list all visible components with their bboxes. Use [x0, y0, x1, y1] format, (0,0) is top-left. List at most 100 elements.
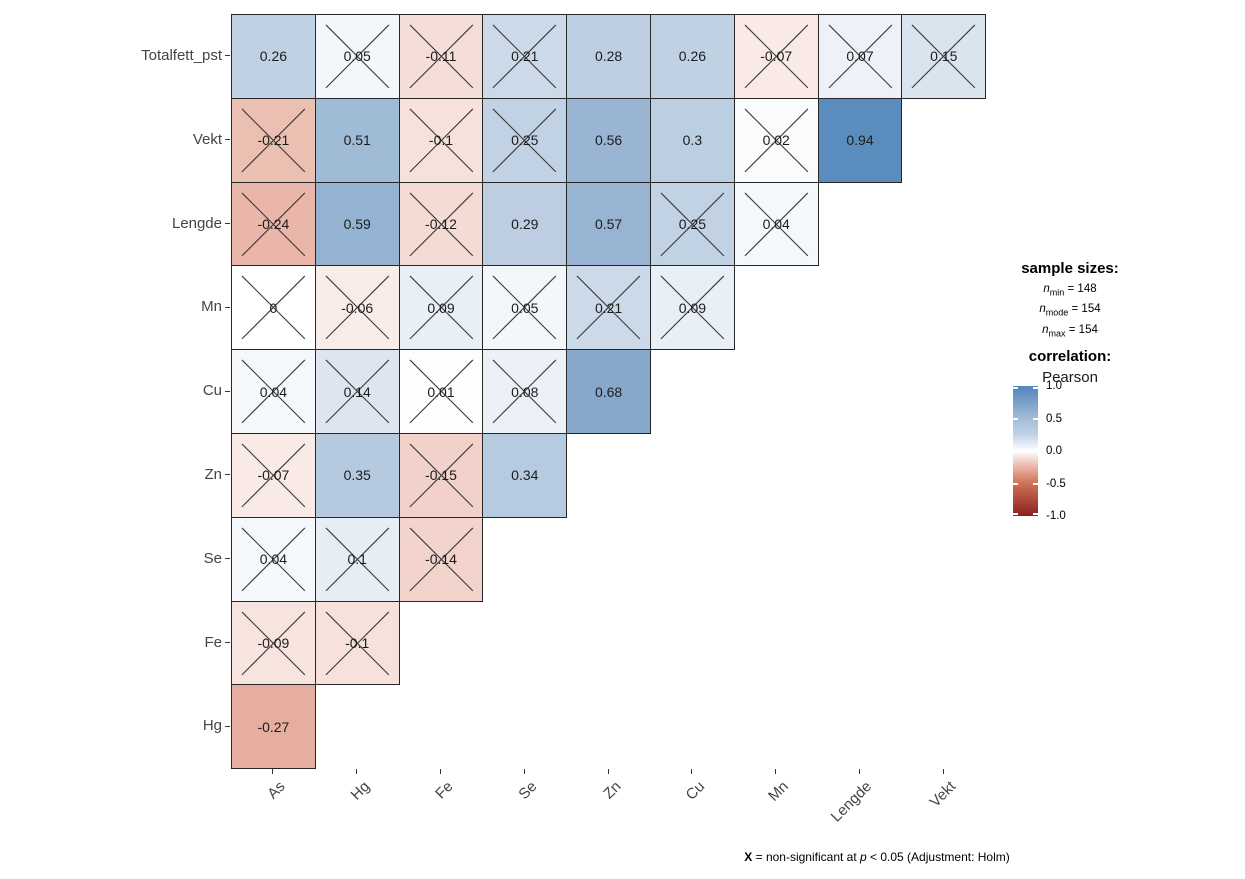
- matrix-cell: 0.57: [566, 181, 651, 267]
- nonsignificant-x-icon: [400, 15, 483, 98]
- x-axis-tick: [440, 769, 441, 775]
- y-axis-label: Zn: [204, 465, 222, 483]
- matrix-cell: -0.15: [398, 433, 484, 518]
- cell-value: -0.15: [425, 467, 457, 484]
- matrix-cell: 0.04: [231, 516, 316, 602]
- cell-value: 0.26: [259, 48, 288, 65]
- cell-value: 0.26: [678, 48, 707, 65]
- cell-value: 0.56: [594, 132, 623, 149]
- nonsignificant-x-icon: [735, 183, 818, 266]
- colorbar-tick-label: 0.5: [1046, 412, 1062, 425]
- cell-value: -0.21: [257, 132, 290, 149]
- x-axis-tick: [607, 769, 609, 775]
- y-axis-label: Totalfett_pst: [141, 46, 222, 64]
- colorbar-tick-mark: [1013, 387, 1018, 389]
- y-axis-tick: [225, 474, 230, 476]
- legend-sample-size-entry: nmax = 154: [1042, 323, 1098, 338]
- matrix-cell: 0.04: [231, 349, 316, 434]
- nonsignificant-x-icon: [232, 518, 315, 601]
- matrix-cell: 0.08: [482, 349, 568, 434]
- caption-p-symbol: p: [860, 850, 867, 864]
- colorbar-tick-mark: [1033, 417, 1038, 420]
- colorbar-tick-label: -1.0: [1046, 510, 1066, 522]
- colorbar-tick-mark: [1033, 387, 1038, 389]
- matrix-cell: 0.25: [650, 181, 735, 267]
- colorbar-tick-label: 1.0: [1046, 380, 1062, 392]
- nonsignificant-x-icon: [400, 266, 483, 349]
- nonsignificant-x-icon: [483, 350, 566, 433]
- cell-value: 0.34: [511, 467, 539, 484]
- x-axis-label: Cu: [682, 778, 708, 804]
- x-axis-tick: [356, 769, 358, 775]
- nonsignificant-x-icon: [819, 15, 902, 98]
- nonsignificant-x-icon: [735, 15, 818, 98]
- cell-value: 0.57: [594, 215, 623, 232]
- legend-sample-size-entry: nmin = 148: [1043, 283, 1097, 298]
- nonsignificant-x-icon: [232, 183, 315, 266]
- matrix-cell: -0.1: [398, 97, 484, 183]
- cell-value: 0.14: [343, 383, 371, 400]
- cell-value: 0.68: [594, 383, 623, 400]
- x-axis-tick: [775, 769, 777, 775]
- matrix-cell: 0.59: [314, 181, 400, 267]
- matrix-cell: 0.34: [482, 433, 568, 518]
- matrix-cell: 0.09: [398, 265, 484, 351]
- caption-text-1: = non-significant at: [752, 850, 860, 864]
- matrix-cell: 0.05: [314, 14, 400, 99]
- matrix-cell: 0.21: [566, 265, 651, 351]
- cell-value: 0.35: [343, 467, 371, 484]
- cell-value: 0.05: [511, 299, 539, 316]
- y-axis-label: Cu: [202, 382, 222, 400]
- matrix-cell: 0.14: [314, 349, 400, 434]
- x-axis-tick: [942, 769, 944, 775]
- y-axis-tick: [225, 306, 230, 308]
- legend-sample-sizes-title: sample sizes:: [1021, 260, 1119, 277]
- matrix-cell: 0.56: [566, 97, 651, 183]
- matrix-cell: 0.28: [566, 14, 651, 99]
- matrix-cell: 0.68: [566, 349, 651, 434]
- cell-value: -0.1: [428, 132, 454, 149]
- matrix-cell: 0.51: [314, 97, 400, 183]
- matrix-cell: 0.26: [650, 14, 735, 99]
- cell-value: 0.25: [511, 132, 539, 149]
- legend-correlation-method: Pearson: [1042, 368, 1098, 386]
- y-axis-label: Fe: [204, 633, 222, 651]
- matrix-cell: -0.21: [231, 97, 316, 183]
- cell-value: 0.04: [762, 215, 790, 232]
- caption: X = non-significant at p < 0.05 (Adjustm…: [652, 850, 1102, 864]
- nonsignificant-x-icon: [651, 183, 734, 266]
- nonsignificant-x-icon: [902, 15, 985, 98]
- nonsignificant-x-icon: [651, 266, 734, 349]
- matrix-cell: -0.24: [231, 181, 316, 267]
- cell-value: -0.1: [345, 634, 370, 651]
- nonsignificant-x-icon: [735, 99, 818, 182]
- cell-value: 0.07: [846, 48, 874, 65]
- cell-value: 0.09: [678, 299, 707, 316]
- y-axis-tick: [225, 558, 230, 560]
- nonsignificant-x-icon: [400, 350, 483, 433]
- matrix-cell: 0.05: [482, 265, 568, 351]
- nonsignificant-x-icon: [316, 350, 399, 433]
- cell-value: -0.24: [257, 215, 290, 232]
- cell-value: -0.12: [425, 215, 457, 232]
- matrix-cell: -0.06: [314, 265, 400, 351]
- cell-value: 0: [269, 299, 278, 316]
- matrix-cell: 0.21: [482, 14, 568, 99]
- y-axis-label: Vekt: [192, 130, 222, 148]
- nonsignificant-x-icon: [316, 602, 399, 685]
- x-axis-label: Mn: [764, 778, 792, 805]
- y-axis-label: Hg: [202, 717, 222, 735]
- matrix-cell: 0: [231, 265, 316, 351]
- matrix-cell: 0.15: [901, 14, 987, 99]
- x-axis-label: Lengde: [828, 778, 876, 826]
- x-axis-label: Se: [515, 778, 541, 804]
- x-axis-label: Vekt: [926, 778, 960, 811]
- cell-value: 0.94: [846, 132, 874, 149]
- colorbar-tick-mark: [1033, 482, 1038, 485]
- cell-value: 0.15: [930, 48, 958, 65]
- matrix-cell: -0.14: [398, 516, 484, 602]
- matrix-cell: 0.02: [733, 97, 819, 183]
- cell-value: 0.51: [343, 132, 371, 149]
- nonsignificant-x-icon: [232, 350, 315, 433]
- matrix-cell: 0.01: [398, 349, 484, 434]
